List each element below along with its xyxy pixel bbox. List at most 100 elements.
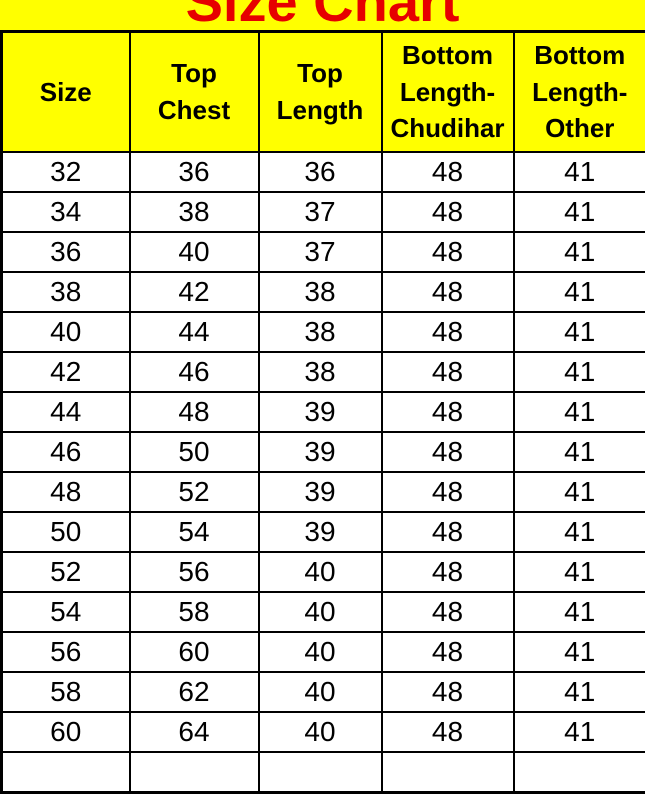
table-row: 36 40 37 48 41	[0, 231, 645, 273]
table-row: 40 44 38 48 41	[0, 311, 645, 353]
table-cell: 34	[0, 191, 131, 233]
table-cell: 39	[257, 391, 383, 433]
table-cell: 54	[128, 511, 260, 553]
table-row: 54 58 40 48 41	[0, 591, 645, 633]
table-cell: 40	[257, 711, 383, 753]
table-cell: 56	[0, 631, 131, 673]
table-cell: 38	[257, 351, 383, 393]
table-cell: 40	[257, 671, 383, 713]
table-cell: 42	[128, 271, 260, 313]
table-row: 56 60 40 48 41	[0, 631, 645, 673]
table-row: 46 50 39 48 41	[0, 431, 645, 473]
table-row	[0, 751, 645, 794]
table-cell: 58	[128, 591, 260, 633]
table-cell: 40	[257, 551, 383, 593]
page-title: Size Chart	[0, 0, 645, 30]
table-cell: 36	[128, 151, 260, 193]
table-cell: 64	[128, 711, 260, 753]
table-row: 42 46 38 48 41	[0, 351, 645, 393]
table-row: 44 48 39 48 41	[0, 391, 645, 433]
table-cell: 41	[512, 471, 645, 513]
table-cell: 39	[257, 471, 383, 513]
table-cell: 41	[512, 271, 645, 313]
table-cell: 48	[380, 391, 515, 433]
table-cell: 48	[380, 551, 515, 593]
table-cell: 32	[0, 151, 131, 193]
table-cell: 38	[257, 271, 383, 313]
table-cell: 41	[512, 351, 645, 393]
table-cell: 48	[380, 311, 515, 353]
table-cell: 38	[257, 311, 383, 353]
table-cell: 41	[512, 191, 645, 233]
table-cell	[512, 751, 645, 794]
table-cell: 48	[380, 351, 515, 393]
table-cell: 44	[0, 391, 131, 433]
table-cell: 48	[380, 671, 515, 713]
column-header: Size	[0, 30, 131, 153]
table-cell: 48	[380, 711, 515, 753]
table-cell: 41	[512, 391, 645, 433]
table-cell: 48	[380, 231, 515, 273]
column-header: Bottom Length- Other	[512, 30, 645, 153]
table-row: 48 52 39 48 41	[0, 471, 645, 513]
table-cell: 44	[128, 311, 260, 353]
table-cell: 38	[128, 191, 260, 233]
table-cell: 48	[380, 591, 515, 633]
table-cell: 38	[0, 271, 131, 313]
size-chart-table: Size Top Chest Top Length Bottom Length- Chudih…	[0, 30, 645, 794]
table-cell: 62	[128, 671, 260, 713]
column-header: Top Chest	[128, 30, 260, 153]
table-cell: 48	[380, 151, 515, 193]
table-cell: 41	[512, 231, 645, 273]
table-cell: 40	[0, 311, 131, 353]
table-cell: 39	[257, 431, 383, 473]
table-cell: 54	[0, 591, 131, 633]
table-cell: 46	[0, 431, 131, 473]
table-cell: 36	[0, 231, 131, 273]
table-cell: 41	[512, 551, 645, 593]
table-cell: 36	[257, 151, 383, 193]
table-cell: 48	[380, 471, 515, 513]
table-cell: 56	[128, 551, 260, 593]
table-cell: 41	[512, 151, 645, 193]
title-band: Size Chart	[0, 0, 645, 30]
table-cell: 37	[257, 191, 383, 233]
table-cell: 41	[512, 671, 645, 713]
table-cell	[128, 751, 260, 794]
table-cell: 52	[128, 471, 260, 513]
table-cell: 60	[0, 711, 131, 753]
table-row: 32 36 36 48 41	[0, 151, 645, 193]
table-cell: 48	[380, 511, 515, 553]
table-cell: 50	[128, 431, 260, 473]
table-cell: 42	[0, 351, 131, 393]
table-cell: 41	[512, 631, 645, 673]
table-cell: 48	[128, 391, 260, 433]
table-cell: 41	[512, 431, 645, 473]
table-cell: 39	[257, 511, 383, 553]
table-row: 50 54 39 48 41	[0, 511, 645, 553]
table-cell	[380, 751, 515, 794]
table-cell: 41	[512, 511, 645, 553]
column-header: Top Length	[257, 30, 383, 153]
table-cell: 46	[128, 351, 260, 393]
table-cell: 41	[512, 591, 645, 633]
table-cell: 48	[380, 631, 515, 673]
table-cell: 40	[128, 231, 260, 273]
table-row: 38 42 38 48 41	[0, 271, 645, 313]
table-cell: 48	[0, 471, 131, 513]
table-cell: 52	[0, 551, 131, 593]
table-row: 58 62 40 48 41	[0, 671, 645, 713]
table-cell: 37	[257, 231, 383, 273]
table-cell: 40	[257, 591, 383, 633]
table-row: 52 56 40 48 41	[0, 551, 645, 593]
table-cell: 50	[0, 511, 131, 553]
column-header: Bottom Length- Chudihar	[380, 30, 515, 153]
table-cell: 60	[128, 631, 260, 673]
table-cell: 48	[380, 271, 515, 313]
table-cell: 41	[512, 711, 645, 753]
table-cell: 41	[512, 311, 645, 353]
table-cell: 58	[0, 671, 131, 713]
table-cell: 48	[380, 431, 515, 473]
table-row: 60 64 40 48 41	[0, 711, 645, 753]
